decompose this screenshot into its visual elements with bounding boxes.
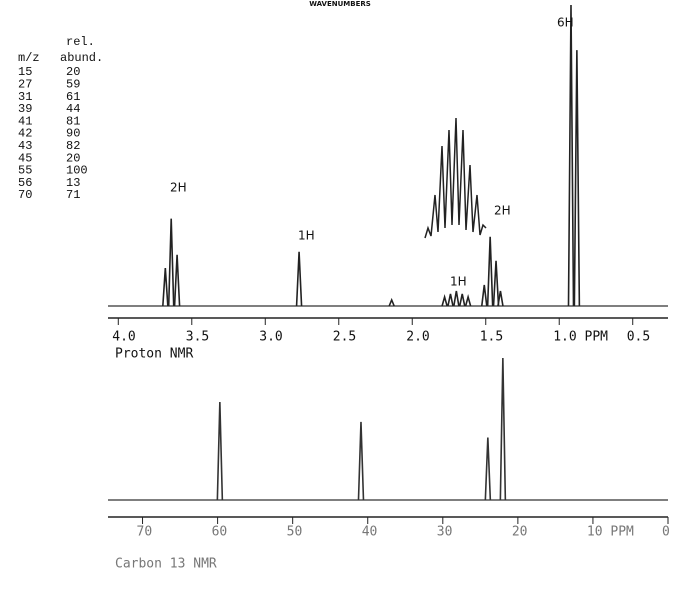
mz-cell: 43 — [18, 139, 32, 153]
integration-label: 2H — [494, 204, 511, 218]
peak — [447, 293, 454, 307]
x-tick-label: 60 — [212, 525, 228, 540]
x-tick-label: 1.5 — [480, 330, 503, 345]
abund-cell: 90 — [66, 127, 80, 141]
peak — [173, 254, 181, 307]
x-tick-label: 10 PPM — [587, 525, 634, 540]
x-tick-label: 70 — [137, 525, 153, 540]
peak — [464, 293, 472, 307]
peak — [486, 236, 494, 307]
mz-cell: 55 — [18, 164, 32, 178]
peak — [484, 437, 492, 501]
peak — [492, 260, 500, 307]
abund-cell: 44 — [66, 102, 80, 116]
integration-label: 1H — [450, 275, 467, 289]
mz-cell: 39 — [18, 102, 32, 116]
x-tick-label: 3.0 — [259, 330, 282, 345]
peak — [388, 297, 395, 307]
inset-expansion — [424, 117, 487, 239]
peak — [499, 357, 507, 501]
peak — [216, 401, 224, 501]
abund-cell: 71 — [66, 188, 80, 202]
x-tick-label: 0.5 — [627, 330, 650, 345]
peak — [458, 293, 466, 307]
mz-cell: 70 — [18, 188, 32, 202]
peak — [167, 218, 175, 307]
peak — [573, 50, 581, 307]
x-tick-label: 2.0 — [406, 330, 429, 345]
abund-cell: 81 — [66, 114, 80, 128]
header-title: WAVENUMBERS — [309, 0, 371, 8]
abund-cell: 13 — [66, 176, 80, 190]
peak — [441, 293, 448, 307]
integration-label: 2H — [170, 181, 187, 195]
abund-cell: 100 — [66, 164, 88, 178]
column-header: m/z — [18, 51, 40, 65]
x-tick-label: 0 — [662, 525, 670, 540]
mz-cell: 45 — [18, 151, 32, 165]
mz-cell: 27 — [18, 77, 32, 91]
x-tick-label: 2.5 — [333, 330, 356, 345]
mz-cell: 56 — [18, 176, 32, 190]
column-header: abund. — [60, 51, 103, 65]
peak — [567, 4, 575, 307]
x-tick-label: 30 — [437, 525, 453, 540]
mz-cell: 41 — [18, 114, 32, 128]
peak — [480, 284, 488, 307]
abund-cell: 20 — [66, 65, 80, 79]
x-tick-label: 1.0 PPM — [553, 330, 608, 345]
peak — [357, 421, 365, 501]
abund-cell: 82 — [66, 139, 80, 153]
chart-title: Carbon 13 NMR — [115, 557, 217, 572]
x-tick-label: 3.5 — [186, 330, 209, 345]
mz-cell: 42 — [18, 127, 32, 141]
x-tick-label: 4.0 — [112, 330, 135, 345]
x-tick-label: 40 — [362, 525, 378, 540]
column-header: rel. — [66, 35, 95, 49]
integration-label: 6H — [557, 16, 574, 30]
peak — [295, 251, 303, 307]
x-tick-label: 50 — [287, 525, 303, 540]
peak — [162, 268, 169, 307]
mz-cell: 15 — [18, 65, 32, 79]
abund-cell: 61 — [66, 90, 80, 104]
x-tick-label: 20 — [512, 525, 528, 540]
mz-cell: 31 — [18, 90, 32, 104]
abund-cell: 59 — [66, 77, 80, 91]
chart-title: Proton NMR — [115, 347, 193, 362]
integration-label: 1H — [298, 229, 315, 243]
abund-cell: 20 — [66, 151, 80, 165]
peak — [453, 290, 460, 307]
peak — [497, 290, 504, 307]
